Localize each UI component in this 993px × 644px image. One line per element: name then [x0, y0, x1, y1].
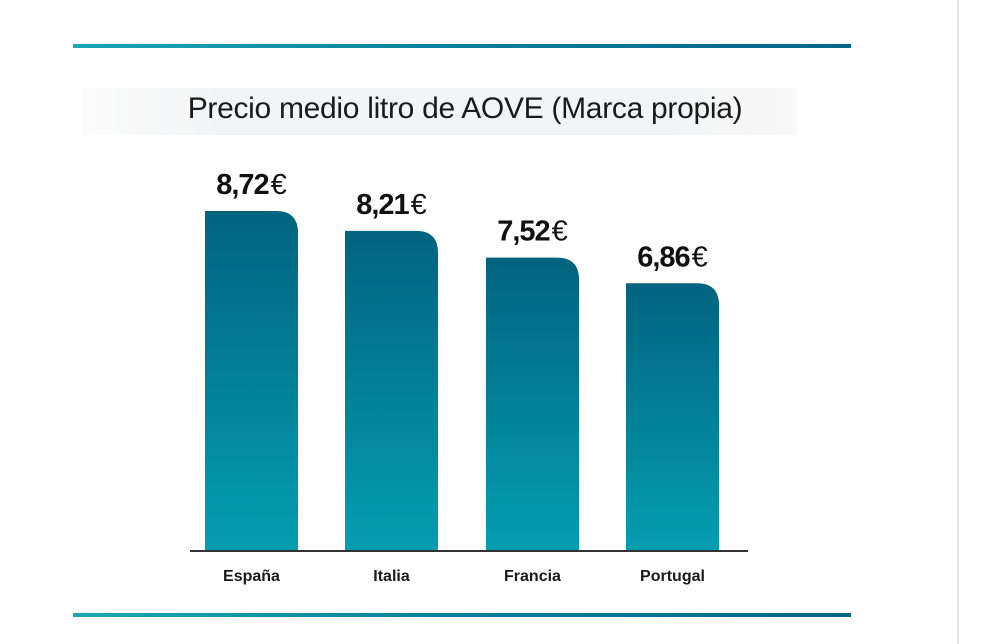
bar-2 — [486, 257, 579, 550]
bar-0 — [205, 211, 298, 550]
bar-1 — [345, 230, 438, 550]
value-label: 8,72€ — [216, 169, 287, 201]
category-label: Francia — [504, 568, 561, 585]
category-label: Portugal — [640, 568, 705, 585]
top-divider — [73, 44, 851, 48]
category-label: Italia — [373, 568, 410, 585]
value-label: 7,52€ — [497, 216, 568, 248]
category-label: España — [223, 568, 280, 585]
bottom-divider — [73, 613, 851, 617]
bar-3 — [626, 283, 719, 550]
chart-title: Precio medio litro de AOVE (Marca propia… — [187, 92, 743, 125]
value-label: 6,86€ — [637, 241, 708, 273]
page-separator — [957, 0, 959, 644]
value-label: 8,21€ — [356, 189, 427, 221]
title-background — [83, 88, 797, 135]
